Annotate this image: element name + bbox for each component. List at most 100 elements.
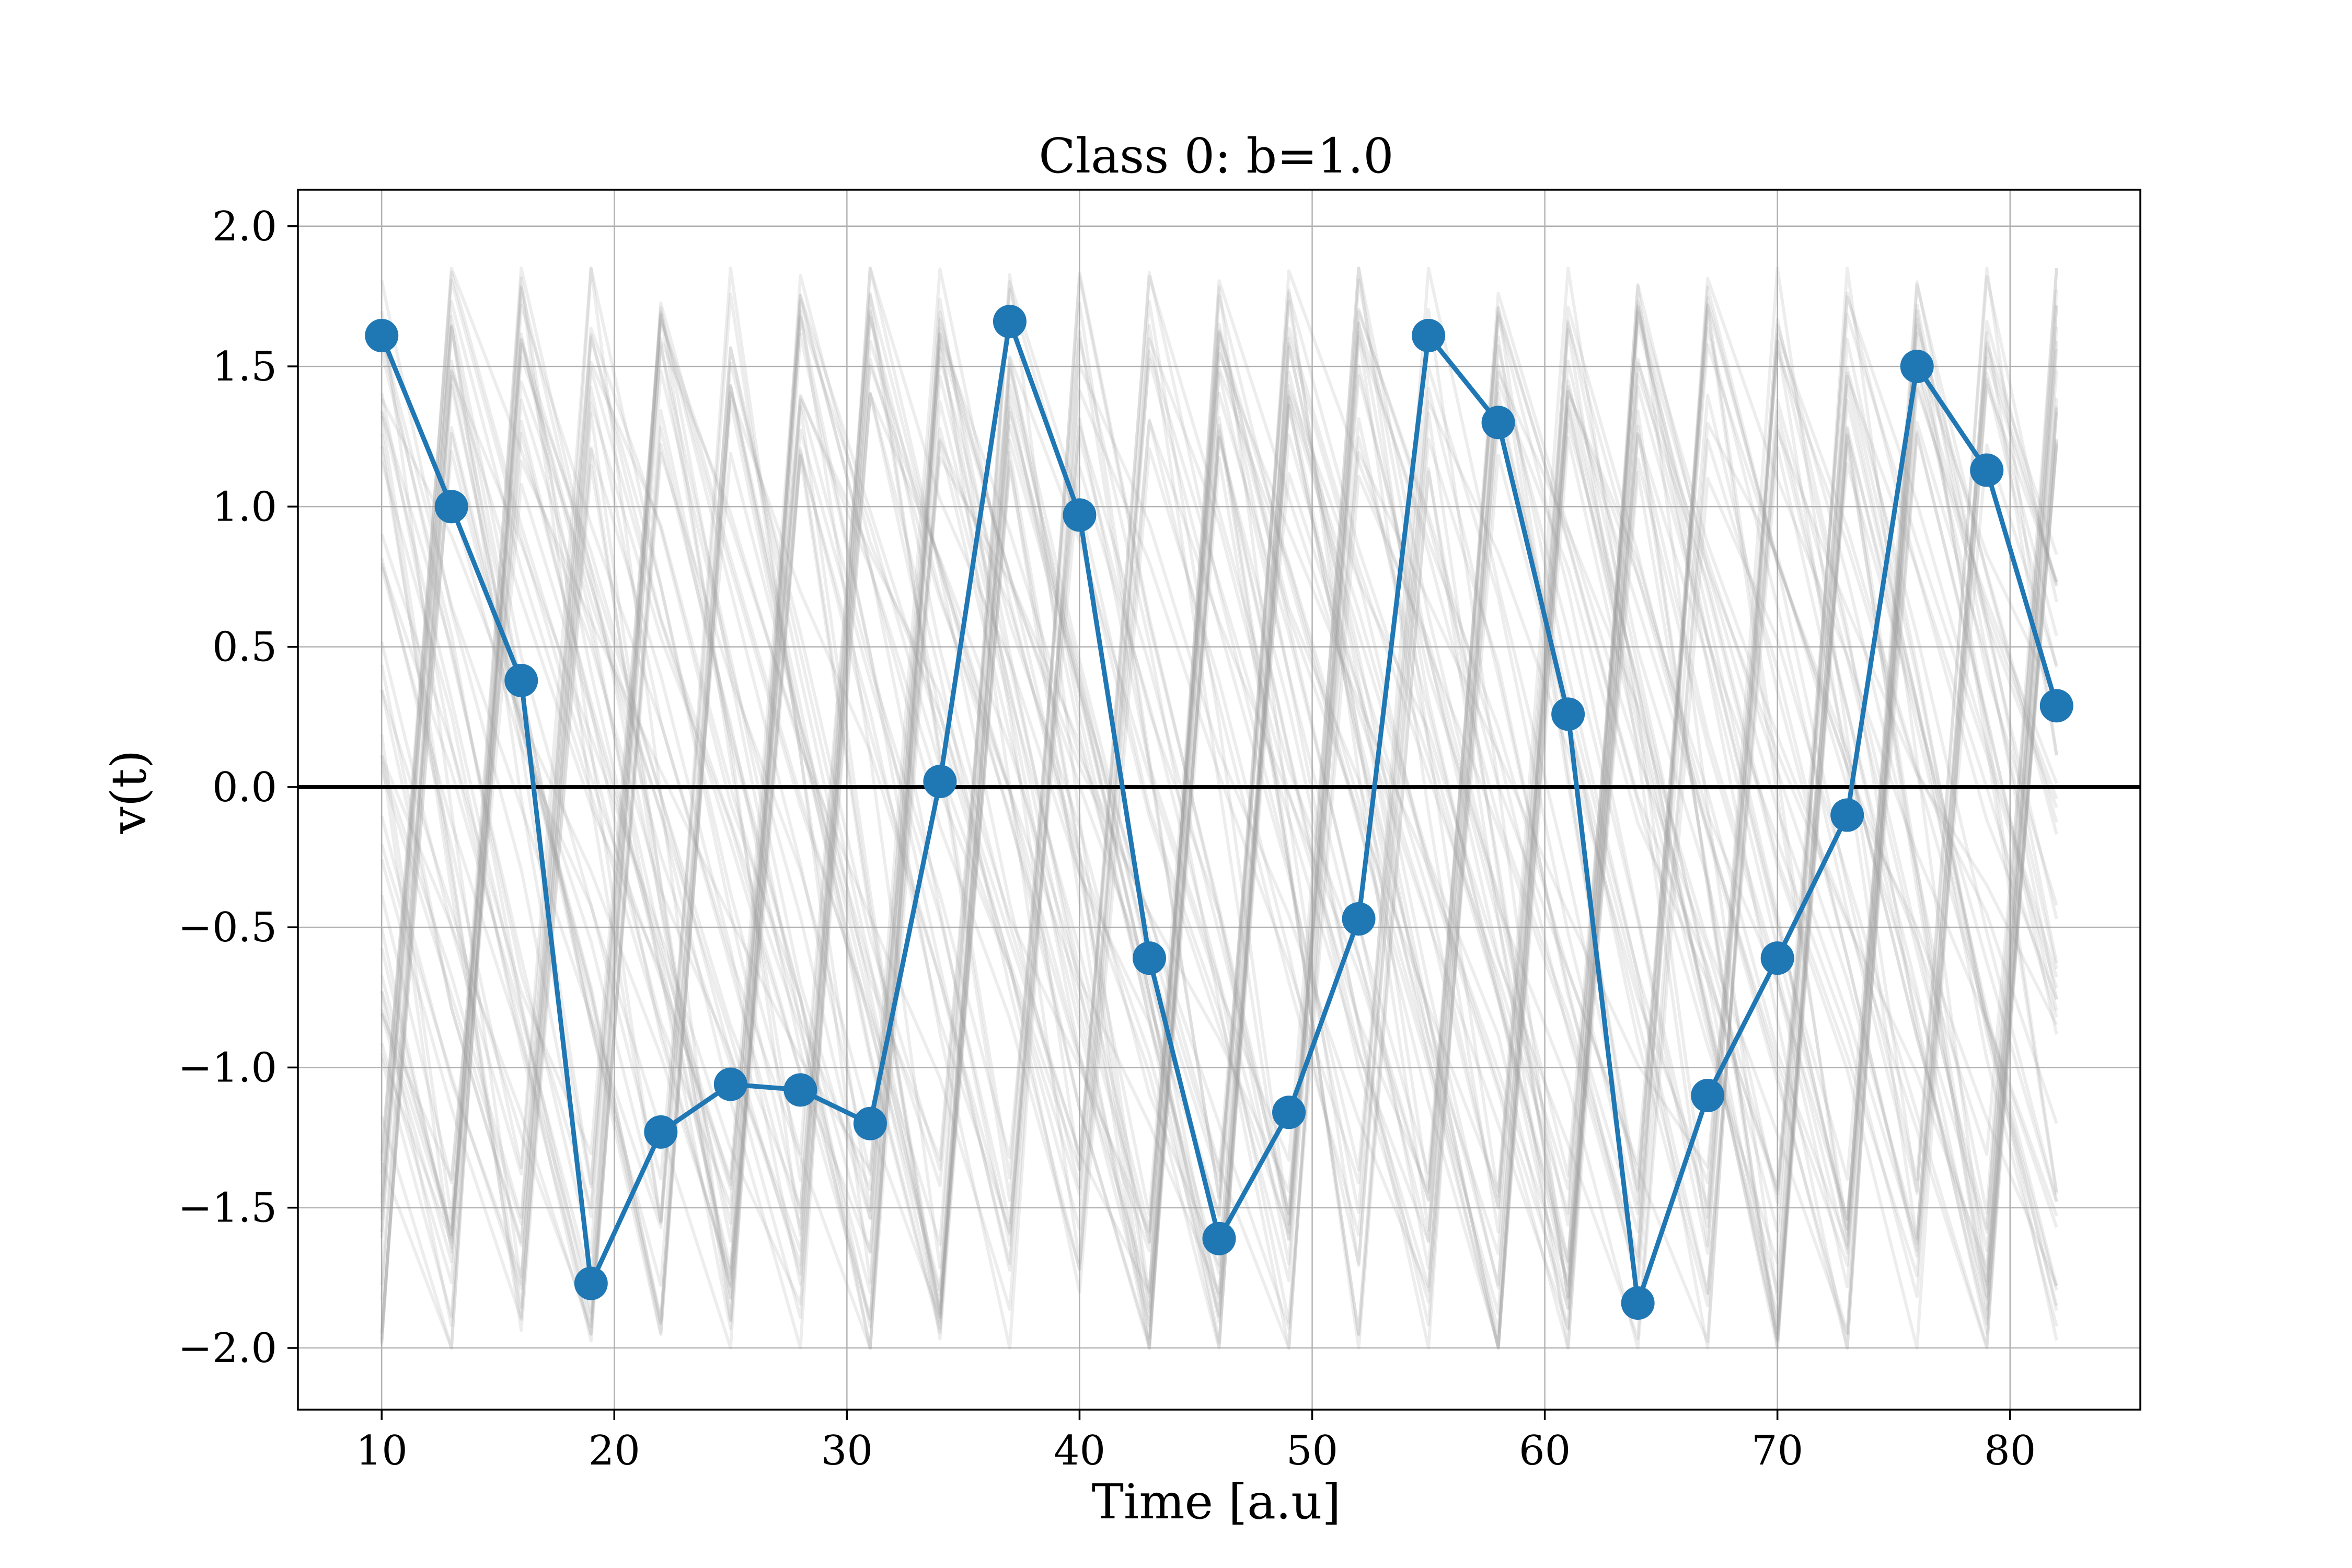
x-tick-label: 40: [1054, 1427, 1105, 1474]
background-series-line: [380, 280, 2058, 1323]
background-series-line: [380, 330, 2058, 1316]
background-series-line: [380, 304, 2058, 1350]
background-series-line: [380, 336, 2058, 1236]
x-tick-label: 10: [356, 1427, 408, 1474]
background-series-line: [380, 311, 2058, 1215]
plot-area: 10 20 30 40 50 60 70 80 2.0 1.5 1.0 0.5 0.0 −0.5 −1.0 −…: [178, 189, 2141, 1474]
x-tick-label: 80: [1984, 1427, 2036, 1474]
background-series-line: [380, 368, 2058, 1201]
y-tick-label: −1.0: [178, 1044, 277, 1091]
background-series-line: [380, 345, 2058, 1242]
plot-frame: [297, 189, 2141, 1411]
background-series-line: [380, 349, 2058, 1283]
background-series-line: [380, 345, 2058, 1243]
data-point: [993, 305, 1027, 339]
background-series-line: [380, 274, 2058, 1202]
x-tick-label: 30: [821, 1427, 873, 1474]
data-point: [1900, 350, 1934, 384]
background-series-line: [380, 417, 2058, 1324]
background-series-line: [380, 288, 2058, 1297]
background-series-line: [380, 386, 2058, 1294]
background-series-line: [380, 267, 2058, 1275]
background-series-line: [380, 319, 2058, 1350]
data-point: [923, 765, 957, 799]
data-point: [1202, 1221, 1236, 1255]
y-tick-label: 1.0: [212, 483, 277, 531]
background-series-line: [380, 267, 2058, 1226]
background-series-line: [380, 283, 2058, 1270]
background-series-line: [380, 374, 2058, 1334]
background-series-line: [380, 291, 2058, 1288]
y-axis-label: v(t): [101, 750, 157, 835]
background-series-line: [380, 326, 2058, 1345]
y-tick-label: 0.5: [212, 624, 277, 671]
data-point: [434, 490, 468, 524]
background-series-line: [380, 315, 2058, 1350]
data-point: [365, 319, 399, 353]
x-axis-label: Time [a.u]: [1092, 1474, 1341, 1530]
background-series-line: [380, 267, 2058, 1249]
data-point: [2039, 689, 2073, 723]
y-tick-label: −2.0: [178, 1325, 277, 1372]
background-series-line: [380, 311, 2058, 1240]
y-tick-label: 1.5: [212, 343, 277, 390]
background-series-line: [380, 409, 2058, 1350]
data-point: [713, 1067, 747, 1101]
background-series-line: [380, 338, 2058, 1350]
background-series-line: [380, 405, 2058, 1341]
background-series-line: [380, 328, 2058, 1292]
background-series-line: [380, 395, 2058, 1350]
background-series-line: [380, 410, 2058, 1223]
background-series-line: [380, 303, 2058, 1350]
y-tick-label: −0.5: [178, 904, 277, 951]
background-series-line: [380, 406, 2058, 1350]
y-tick-label: −1.5: [178, 1185, 277, 1232]
background-series-group: [380, 267, 2058, 1350]
data-point: [574, 1266, 608, 1300]
data-point: [1481, 406, 1515, 440]
data-point: [853, 1106, 887, 1140]
chart-title: Class 0: b=1.0: [1039, 128, 1393, 184]
data-point: [644, 1115, 678, 1149]
background-series-line: [380, 267, 2058, 1214]
x-tick-label: 60: [1519, 1427, 1571, 1474]
data-point: [1691, 1079, 1725, 1113]
background-series-line: [380, 411, 2058, 1350]
x-tick-label: 70: [1751, 1427, 1803, 1474]
background-series-line: [380, 429, 2058, 1193]
background-series-line: [380, 337, 2058, 1270]
data-point: [1063, 498, 1097, 532]
data-point: [783, 1073, 817, 1107]
x-tick-label: 50: [1286, 1427, 1338, 1474]
data-point: [1970, 453, 2004, 487]
background-series-line: [380, 315, 2058, 1209]
background-series-line: [380, 270, 2058, 1232]
background-series-line: [380, 367, 2058, 1347]
background-series-line: [380, 267, 2058, 1321]
background-series-line: [380, 307, 2058, 1166]
y-tick-label: 0.0: [212, 764, 277, 811]
x-tick-label: 20: [589, 1427, 640, 1474]
data-point: [1551, 697, 1585, 731]
background-series-line: [380, 333, 2058, 1331]
y-tick-label: 2.0: [212, 203, 277, 250]
background-series-line: [380, 378, 2058, 1272]
background-series-line: [380, 370, 2058, 1340]
background-series-line: [380, 305, 2058, 1350]
background-series-line: [380, 391, 2058, 1343]
data-point: [504, 663, 538, 697]
background-series-line: [380, 289, 2058, 1250]
data-point: [1342, 902, 1376, 936]
background-series-line: [380, 372, 2058, 1317]
data-point: [1621, 1286, 1655, 1320]
data-point: [1830, 798, 1864, 832]
data-point: [1760, 941, 1794, 975]
data-point: [1132, 941, 1166, 975]
background-series-line: [380, 267, 2058, 1350]
background-series-line: [380, 358, 2058, 1225]
background-series-line: [380, 299, 2058, 1237]
data-point: [1272, 1096, 1306, 1129]
background-series-line: [380, 271, 2058, 1272]
